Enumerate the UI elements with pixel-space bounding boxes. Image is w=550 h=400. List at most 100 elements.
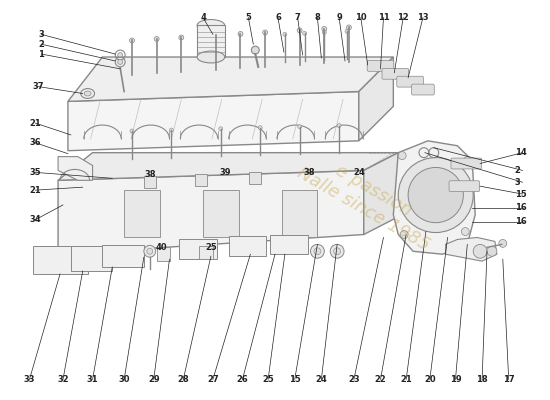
Bar xyxy=(34,246,87,274)
Bar xyxy=(270,234,307,254)
Bar xyxy=(249,172,261,184)
Text: 2: 2 xyxy=(39,40,44,49)
Bar xyxy=(199,246,213,259)
Text: 22: 22 xyxy=(375,375,387,384)
Text: 25: 25 xyxy=(262,375,274,384)
Circle shape xyxy=(283,32,287,36)
Text: 16: 16 xyxy=(515,217,526,226)
Text: 5: 5 xyxy=(245,13,251,22)
Text: 32: 32 xyxy=(57,375,69,384)
Bar xyxy=(179,240,217,259)
Text: 20: 20 xyxy=(424,375,436,384)
Text: 19: 19 xyxy=(450,375,461,384)
Circle shape xyxy=(400,230,408,238)
Text: 31: 31 xyxy=(87,375,98,384)
Circle shape xyxy=(311,244,324,258)
Polygon shape xyxy=(359,57,393,141)
Circle shape xyxy=(346,25,351,30)
Polygon shape xyxy=(58,153,398,180)
Circle shape xyxy=(337,124,341,128)
Text: 37: 37 xyxy=(32,82,44,91)
Text: 24: 24 xyxy=(316,375,327,384)
Text: 8: 8 xyxy=(315,13,320,22)
Circle shape xyxy=(258,126,262,130)
Circle shape xyxy=(334,248,340,255)
Polygon shape xyxy=(446,238,497,261)
Text: 6: 6 xyxy=(275,13,281,22)
Circle shape xyxy=(322,30,326,34)
Text: 3: 3 xyxy=(39,30,44,39)
Text: 12: 12 xyxy=(397,13,409,22)
Circle shape xyxy=(398,152,406,160)
FancyBboxPatch shape xyxy=(382,68,409,79)
Polygon shape xyxy=(68,92,359,151)
Circle shape xyxy=(144,245,156,257)
Text: 15: 15 xyxy=(289,375,301,384)
Circle shape xyxy=(330,244,344,258)
Text: 17: 17 xyxy=(503,375,514,384)
Text: 21: 21 xyxy=(30,118,41,128)
Circle shape xyxy=(169,128,173,132)
Text: 16: 16 xyxy=(515,203,526,212)
Circle shape xyxy=(154,36,159,42)
Text: 2: 2 xyxy=(515,166,520,175)
Circle shape xyxy=(463,157,471,164)
Text: 7: 7 xyxy=(295,13,300,22)
Text: 14: 14 xyxy=(515,148,526,157)
Text: 39: 39 xyxy=(220,168,232,177)
Circle shape xyxy=(487,246,497,256)
Circle shape xyxy=(408,168,463,223)
Circle shape xyxy=(302,31,306,35)
Text: 38: 38 xyxy=(144,170,156,179)
Text: 15: 15 xyxy=(515,190,526,198)
Circle shape xyxy=(322,26,327,31)
Circle shape xyxy=(118,52,123,58)
Text: 35: 35 xyxy=(30,168,41,177)
Ellipse shape xyxy=(84,91,91,96)
Circle shape xyxy=(398,158,473,232)
Circle shape xyxy=(213,33,218,38)
Polygon shape xyxy=(68,57,393,101)
FancyBboxPatch shape xyxy=(411,84,434,95)
Text: 24: 24 xyxy=(353,168,365,177)
Text: 21: 21 xyxy=(30,186,41,195)
Circle shape xyxy=(147,248,153,254)
Circle shape xyxy=(219,127,223,131)
Bar xyxy=(229,236,266,256)
Ellipse shape xyxy=(197,20,225,31)
Circle shape xyxy=(298,125,301,129)
Ellipse shape xyxy=(81,88,95,98)
Polygon shape xyxy=(364,153,398,234)
Bar xyxy=(157,247,170,261)
Text: 10: 10 xyxy=(355,13,367,22)
Text: 34: 34 xyxy=(30,215,41,224)
Polygon shape xyxy=(393,141,475,254)
Bar xyxy=(124,190,160,238)
Polygon shape xyxy=(58,157,92,180)
Text: 1: 1 xyxy=(39,50,44,58)
Circle shape xyxy=(499,240,507,247)
Circle shape xyxy=(461,228,469,236)
Bar xyxy=(195,174,207,186)
Text: 25: 25 xyxy=(205,243,217,252)
Circle shape xyxy=(130,129,134,133)
Circle shape xyxy=(251,46,259,54)
Text: 11: 11 xyxy=(378,13,389,22)
Circle shape xyxy=(345,30,349,33)
Text: 18: 18 xyxy=(476,375,488,384)
FancyBboxPatch shape xyxy=(449,181,480,192)
FancyBboxPatch shape xyxy=(451,158,482,169)
Circle shape xyxy=(314,248,321,255)
Text: e passion
Nalle since 1985: e passion Nalle since 1985 xyxy=(294,146,443,254)
Circle shape xyxy=(118,60,123,64)
FancyBboxPatch shape xyxy=(367,60,394,71)
Circle shape xyxy=(179,35,184,40)
Text: 23: 23 xyxy=(348,375,360,384)
Bar xyxy=(197,26,225,57)
Text: 30: 30 xyxy=(118,375,130,384)
Bar xyxy=(71,246,112,271)
Text: 3: 3 xyxy=(515,178,520,187)
Text: 4: 4 xyxy=(200,13,206,22)
Text: 38: 38 xyxy=(304,168,315,177)
Text: 28: 28 xyxy=(178,375,189,384)
